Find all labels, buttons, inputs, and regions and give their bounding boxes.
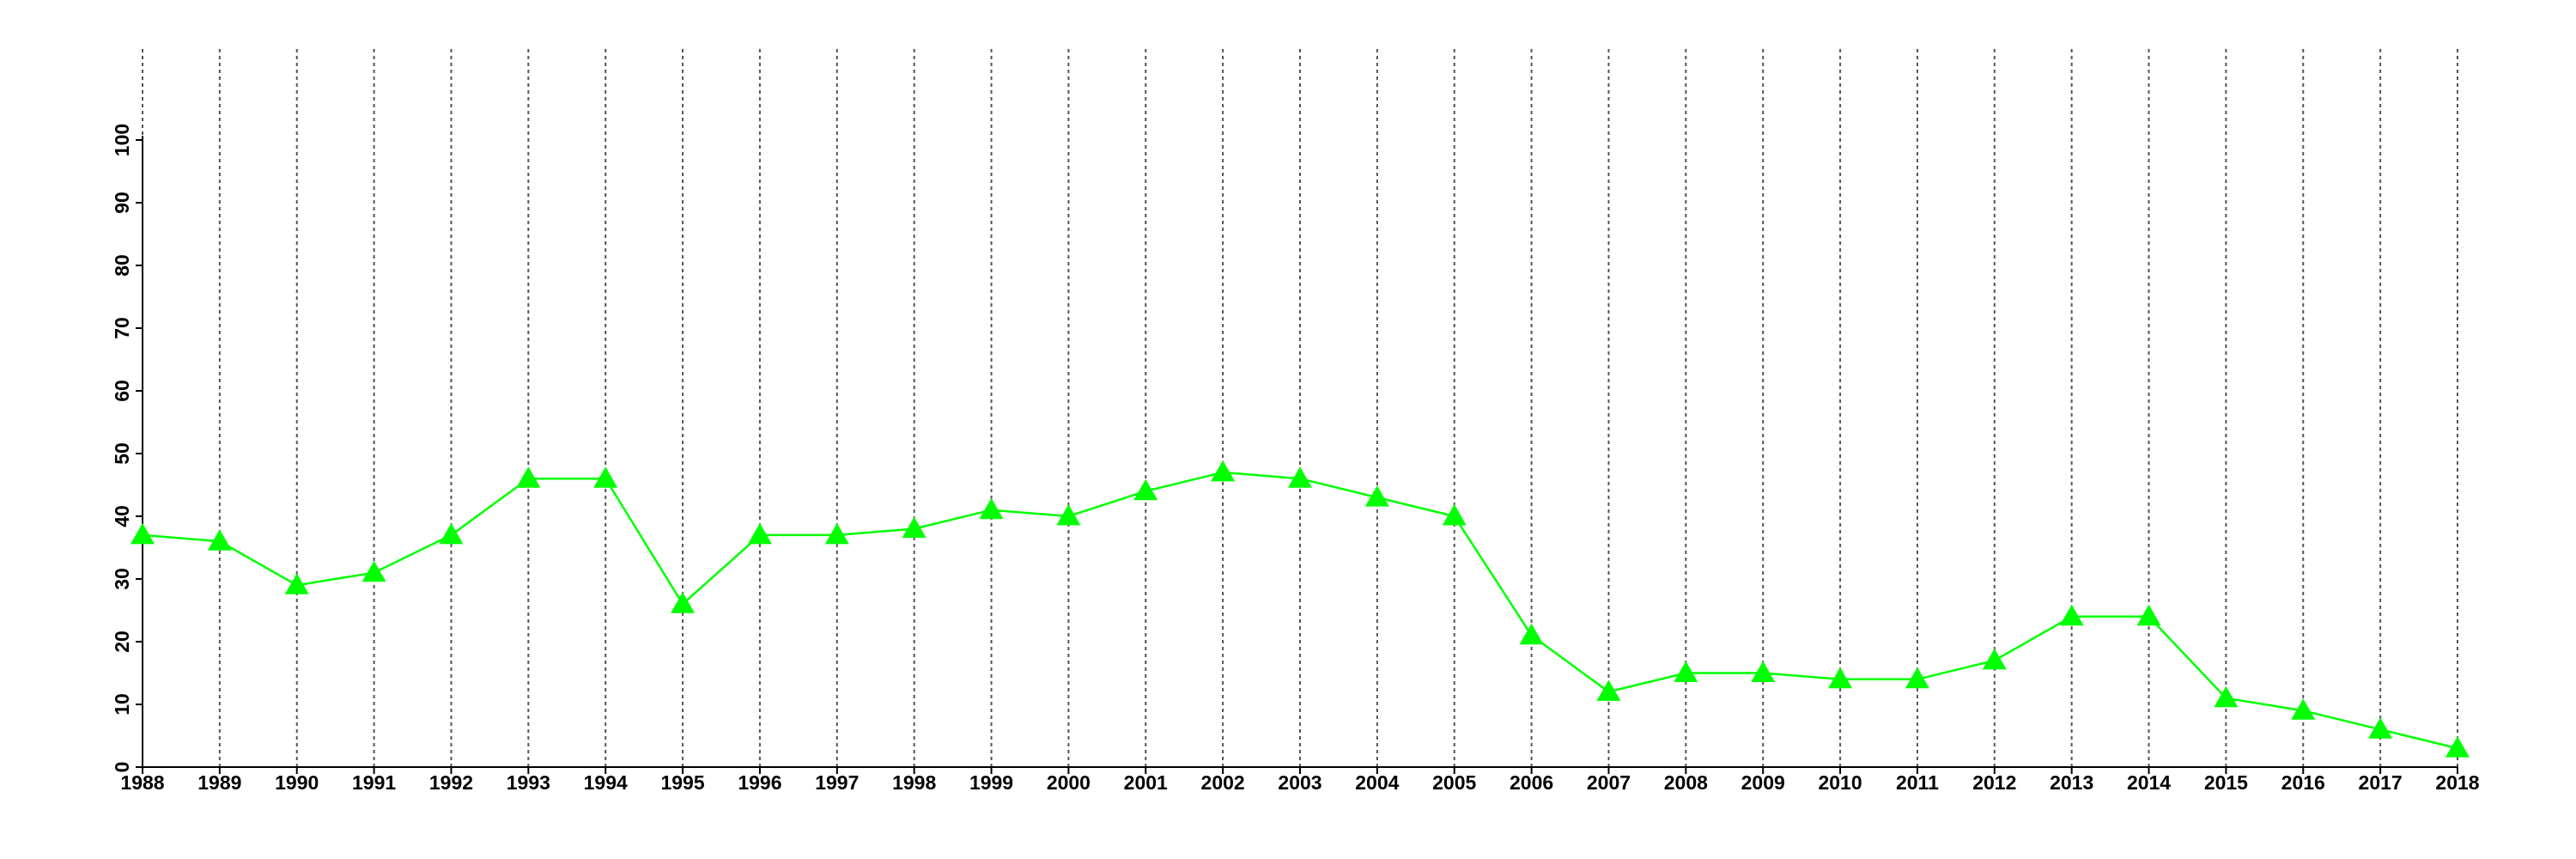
marker <box>1982 648 2007 670</box>
marker <box>2059 604 2084 626</box>
x-tick-label: 2008 <box>1664 771 1708 794</box>
marker <box>2291 698 2316 720</box>
x-tick-label: 2007 <box>1587 771 1631 794</box>
marker <box>2368 717 2393 739</box>
marker <box>1056 504 1081 526</box>
y-tick-label: 30 <box>111 568 133 590</box>
x-tick-label: 2009 <box>1741 771 1785 794</box>
y-tick-label: 60 <box>111 380 133 402</box>
marker <box>2214 685 2239 708</box>
x-tick-label: 1996 <box>738 771 781 794</box>
x-tick-label: 2010 <box>1818 771 1862 794</box>
x-tick-label: 1991 <box>352 771 396 794</box>
marker <box>1905 667 1929 689</box>
marker <box>1519 623 1544 645</box>
marker <box>361 560 386 582</box>
marker <box>439 522 464 545</box>
line <box>142 471 2458 750</box>
marker <box>1828 667 1853 689</box>
x-tick-label: 2000 <box>1047 771 1091 794</box>
x-tick-label: 2003 <box>1278 771 1321 794</box>
y-tick-label: 0 <box>111 762 133 773</box>
y-tick-label: 50 <box>111 442 133 465</box>
x-tick-label: 2011 <box>1896 771 1939 794</box>
x-tick-label: 2005 <box>1432 771 1476 794</box>
marker <box>1751 661 1776 682</box>
x-tick-label: 1995 <box>660 771 704 794</box>
x-tick-label: 2018 <box>2435 771 2479 794</box>
x-tick-label: 2002 <box>1201 771 1245 794</box>
x-tick-label: 2014 <box>2127 771 2171 794</box>
x-tick-label: 1998 <box>892 771 936 794</box>
x-tick-label: 1994 <box>584 771 628 794</box>
x-tick-label: 1997 <box>815 771 859 794</box>
x-tick-label: 2017 <box>2359 771 2403 794</box>
y-tick-label: 10 <box>111 693 133 716</box>
marker <box>1596 679 1621 701</box>
x-tick-label: 1992 <box>429 771 473 794</box>
x-tick-label: 2015 <box>2204 771 2248 794</box>
marker <box>1674 661 1698 682</box>
marker <box>1442 504 1467 526</box>
y-tick-label: 20 <box>111 631 133 653</box>
marker <box>747 522 772 545</box>
marker <box>1133 478 1158 501</box>
x-tick-label: 2004 <box>1355 771 1399 794</box>
marker <box>593 466 618 488</box>
marker <box>1288 466 1312 488</box>
marker <box>2445 736 2470 758</box>
x-tick-label: 1988 <box>120 771 164 794</box>
marker <box>284 573 309 594</box>
x-tick-label: 1989 <box>197 771 241 794</box>
y-tick-label: 70 <box>111 317 133 339</box>
marker <box>671 592 696 613</box>
x-tick-label: 1999 <box>969 771 1013 794</box>
marker <box>902 516 927 539</box>
y-tick-label: 100 <box>111 124 133 156</box>
marker <box>2136 604 2161 626</box>
marker <box>1211 460 1236 482</box>
x-tick-label: 2006 <box>1510 771 1553 794</box>
marker <box>131 522 155 545</box>
marker <box>824 522 849 545</box>
y-tick-label: 80 <box>111 254 133 277</box>
y-tick-label: 40 <box>111 505 133 527</box>
x-tick-label: 2012 <box>1972 771 2016 794</box>
y-tick-label: 90 <box>111 192 133 214</box>
x-tick-label: 2001 <box>1124 771 1168 794</box>
x-tick-label: 1990 <box>275 771 319 794</box>
x-tick-label: 1993 <box>507 771 550 794</box>
x-tick-label: 2016 <box>2281 771 2325 794</box>
marker <box>516 466 541 488</box>
marker <box>1364 485 1389 507</box>
marker <box>207 529 232 551</box>
marker <box>979 497 1004 520</box>
x-tick-label: 2013 <box>2050 771 2093 794</box>
